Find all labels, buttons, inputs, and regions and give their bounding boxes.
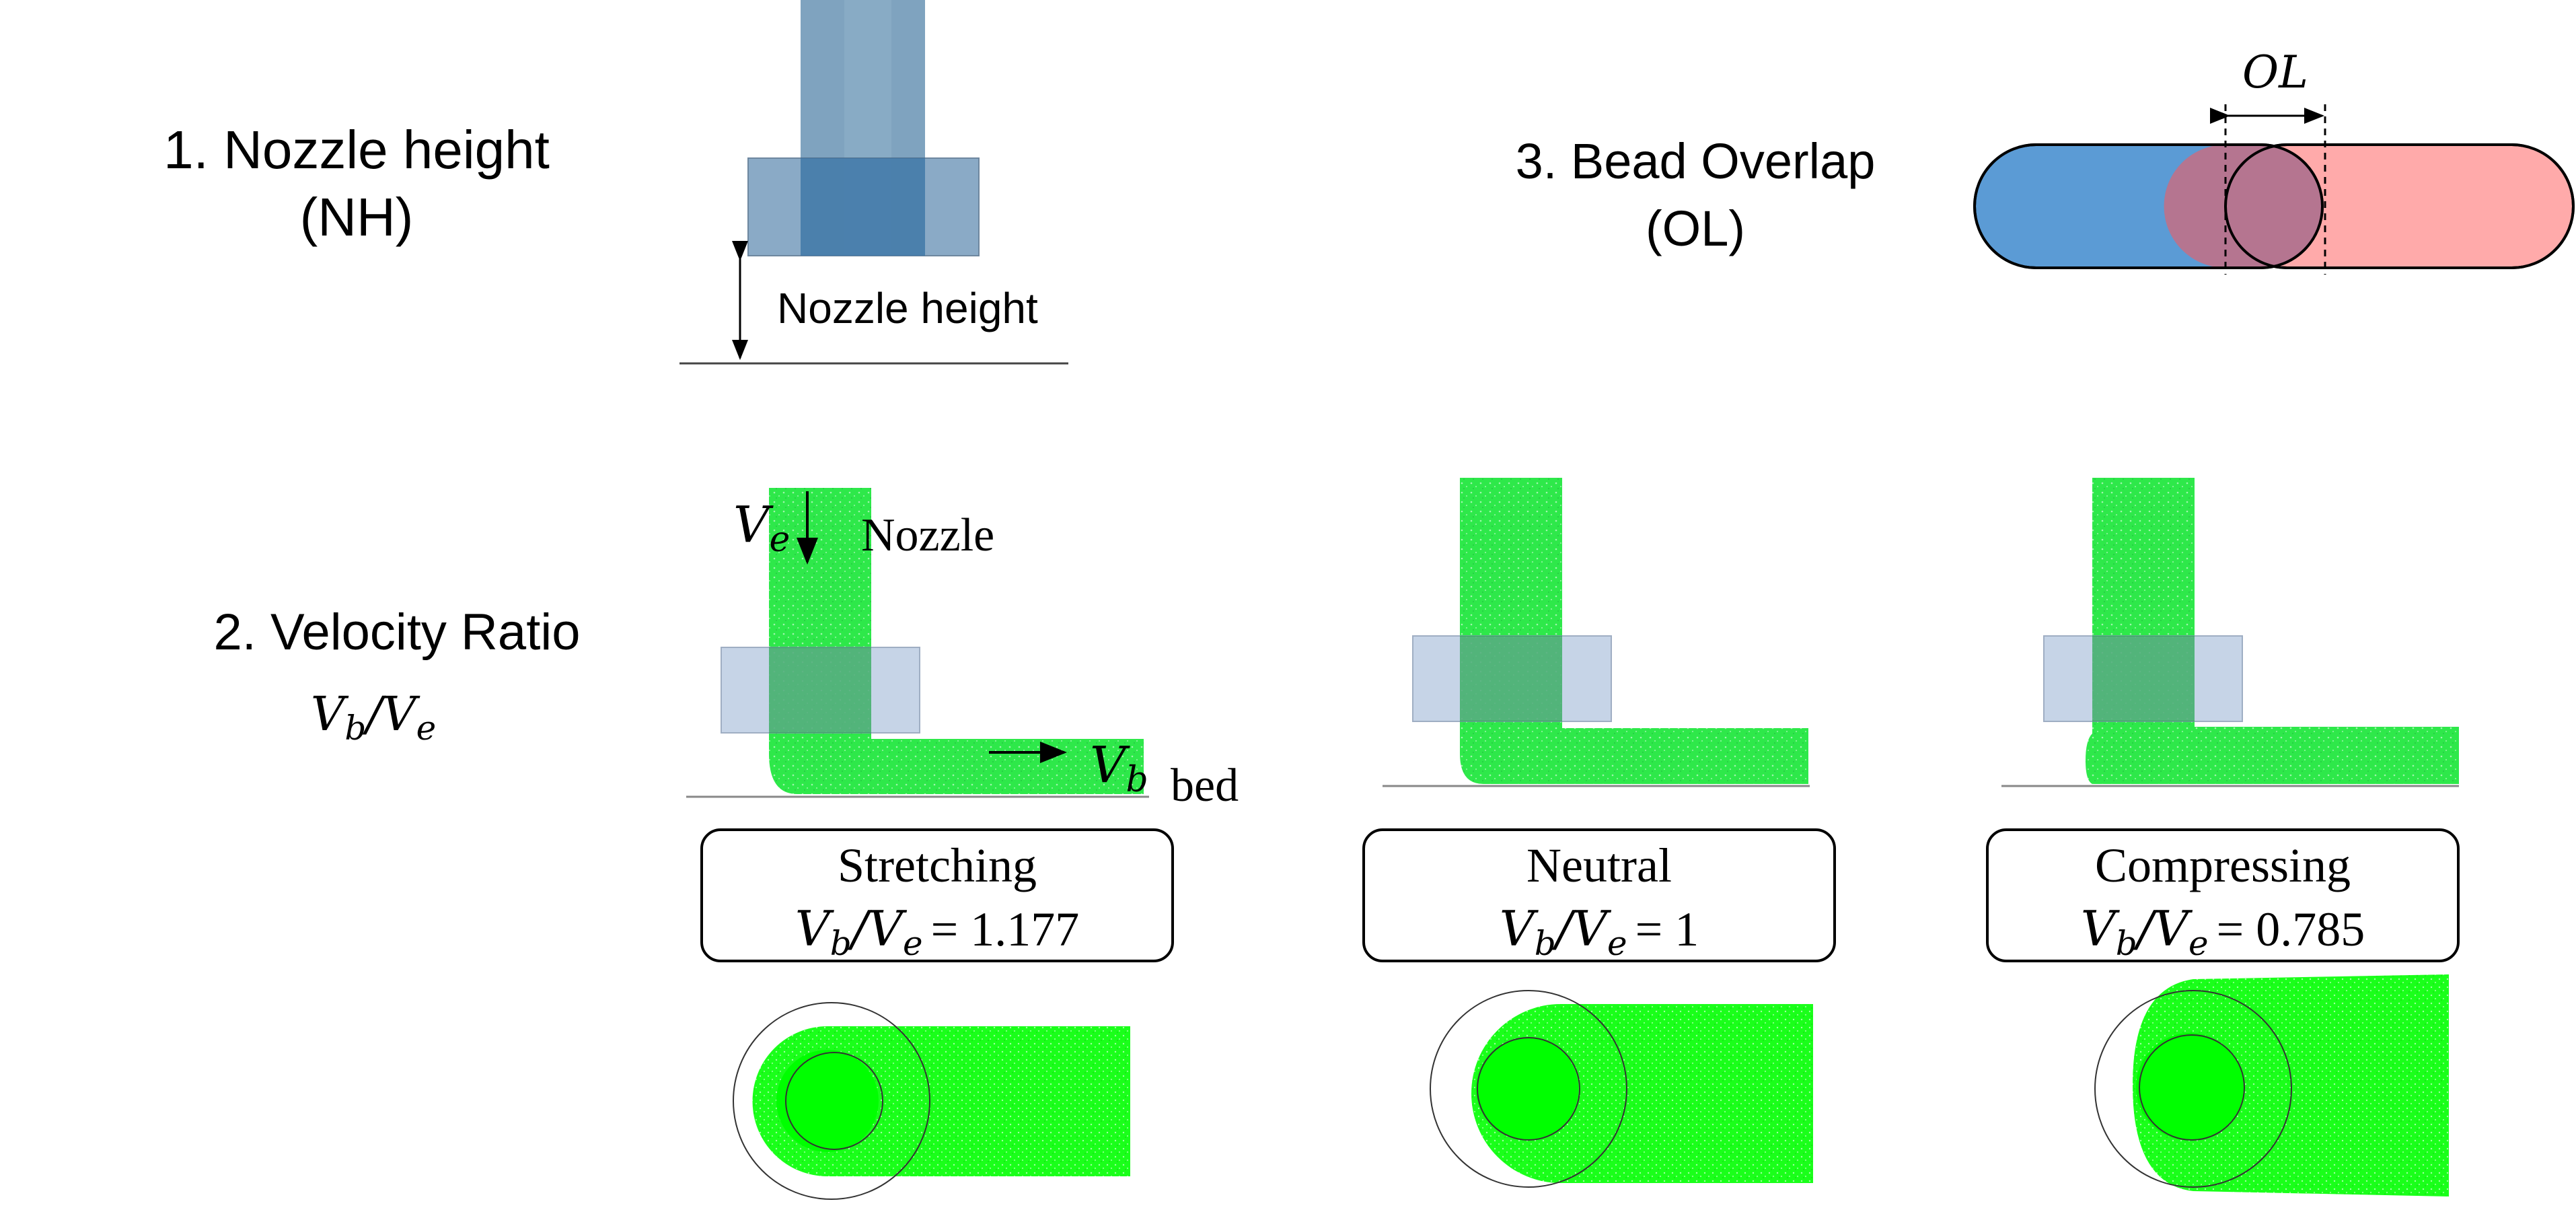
nh-title: 1. Nozzle height (163, 120, 550, 180)
velocity-ratio-label: 2. Velocity Ratio Vb/Ve (214, 604, 581, 748)
neutral-topview-outer-ring (1430, 990, 1627, 1188)
compressing-case-name: Compressing (2095, 838, 2351, 892)
neutral-case-box (1362, 828, 1836, 962)
stretching-case-name: Stretching (838, 838, 1037, 892)
ol-abbr: (OL) (1646, 201, 1745, 256)
nozzle-block-core (801, 158, 925, 256)
nh-dimension-label: Nozzle height (777, 284, 1038, 332)
vr-ratio: Vb/Ve (311, 686, 436, 748)
ve-label: Ve (733, 496, 790, 560)
stretching-topview-core (776, 1050, 879, 1152)
case-compressing: Compressing Vb/Ve = 0.785 (1986, 478, 2460, 1197)
neutral-filament-bead (1460, 723, 1808, 784)
stretching-filament-bead (769, 730, 1144, 794)
bead-blue-edge (1973, 143, 2324, 269)
neutral-topview-inner-ring (1477, 1037, 1580, 1141)
stretching-topview-outer-ring (733, 1002, 930, 1200)
neutral-topview-core (1476, 1038, 1578, 1140)
bead-overlap-region (2164, 144, 2322, 268)
stretching-case-box (700, 828, 1174, 962)
compressing-case-box (1986, 828, 2460, 962)
vr-title: 2. Velocity Ratio (214, 604, 581, 661)
compressing-case-ratio: Vb/Ve = 0.785 (2081, 900, 2365, 963)
stretching-nozzle-overlap (769, 647, 871, 733)
neutral-case-ratio: Vb/Ve = 1 (1500, 900, 1699, 963)
ol-dimension-label: OL (2242, 46, 2308, 98)
stretching-case-ratio: Vb/Ve = 1.177 (795, 900, 1079, 963)
ol-title: 3. Bead Overlap (1516, 133, 1876, 189)
compressing-filament-bead (2086, 723, 2459, 784)
bed-label: bed (1171, 760, 1239, 812)
neutral-case-name: Neutral (1526, 838, 1672, 892)
nozzle-label: Nozzle (861, 509, 994, 561)
vb-label: Vb (1090, 736, 1148, 800)
case-stretching: Ve Nozzle Vb bed Stretching Vb/Ve = 1.177 (686, 488, 1239, 1200)
bead-overlap-panel: 3. Bead Overlap (OL) OL (1516, 46, 2575, 275)
nozzle-height-panel: 1. Nozzle height (NH) Nozzle height (163, 0, 1068, 365)
compressing-topview-outer-ring (2094, 990, 2292, 1188)
compressing-topview-core (2136, 1033, 2244, 1141)
stretching-topview-inner-ring (785, 1052, 883, 1150)
nh-abbr: (NH) (300, 187, 414, 247)
compressing-nozzle-overlap (2092, 636, 2195, 721)
neutral-nozzle-overlap (1460, 636, 1562, 721)
case-neutral: Neutral Vb/Ve = 1 (1362, 478, 1836, 1188)
compressing-topview-inner-ring (2139, 1034, 2245, 1141)
